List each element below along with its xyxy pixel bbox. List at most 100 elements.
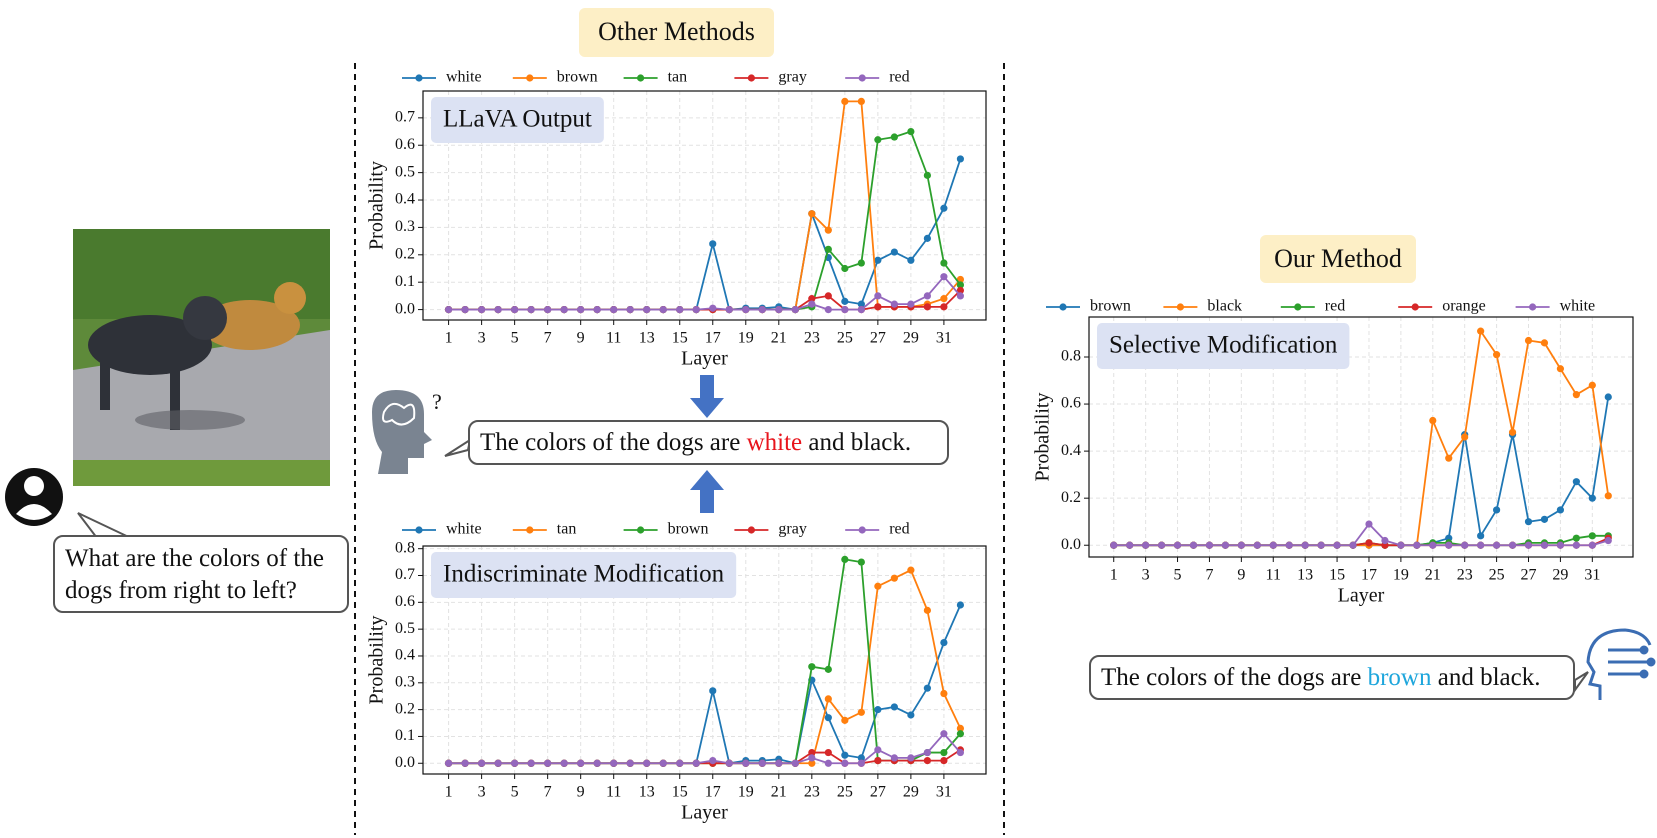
point (1397, 541, 1405, 549)
legend-marker (415, 74, 423, 82)
x-tick-label: 25 (1489, 567, 1505, 584)
response-text: The colors of the dogs are (480, 429, 747, 456)
point (923, 303, 931, 311)
point (1429, 541, 1437, 549)
legend-label: white (1560, 298, 1596, 315)
x-tick-label: 15 (1329, 567, 1345, 584)
y-axis-label: Probability (366, 616, 388, 705)
point (923, 684, 931, 692)
chart-title: LLaVA Output (443, 106, 592, 133)
point (841, 297, 849, 305)
point (709, 687, 717, 695)
point (940, 259, 948, 267)
point (1461, 541, 1469, 549)
x-tick-label: 5 (1174, 567, 1182, 584)
legend-marker (526, 74, 534, 82)
legend-marker (747, 526, 756, 534)
y-axis-label: Probability (1032, 393, 1054, 482)
x-tick-label: 29 (903, 784, 919, 801)
point (511, 305, 519, 314)
x-tick-label: 17 (1361, 567, 1377, 584)
user-icon (5, 468, 63, 526)
point (1508, 541, 1517, 549)
point (956, 601, 965, 609)
point (758, 759, 766, 767)
point (676, 305, 684, 314)
point (874, 756, 882, 765)
x-tick-label: 7 (544, 784, 552, 801)
point (956, 292, 965, 300)
point (643, 759, 651, 767)
point (1540, 541, 1549, 549)
x-tick-label: 13 (1297, 567, 1313, 584)
x-tick-label: 9 (1237, 567, 1245, 584)
x-tick-label: 15 (672, 330, 688, 347)
point (940, 295, 948, 303)
point (874, 303, 882, 311)
point (907, 127, 915, 136)
y-tick-label: 0.8 (1061, 348, 1081, 365)
point (659, 759, 667, 767)
legend-marker (858, 74, 866, 82)
point (692, 759, 700, 767)
x-tick-label: 7 (1205, 567, 1213, 584)
legend-label: brown (557, 69, 598, 86)
y-tick-label: 0.5 (395, 620, 415, 637)
point (1477, 541, 1485, 549)
x-tick-label: 27 (870, 784, 886, 801)
legend-marker (1411, 303, 1419, 311)
x-tick-label: 31 (936, 330, 952, 347)
point (527, 305, 535, 314)
point (1556, 541, 1565, 549)
point (1588, 494, 1596, 502)
response-text: The colors of the dogs are (1101, 664, 1368, 691)
point (676, 759, 684, 767)
y-tick-label: 0.3 (395, 218, 415, 235)
point (1508, 428, 1517, 436)
point (940, 303, 948, 311)
point (1493, 506, 1501, 514)
point (1445, 541, 1453, 549)
point (808, 300, 816, 308)
x-tick-label: 27 (1521, 567, 1537, 584)
point (1572, 534, 1580, 542)
point (1524, 518, 1533, 526)
point (1317, 541, 1325, 549)
point (907, 256, 915, 264)
point (709, 240, 717, 248)
point (874, 292, 882, 300)
legend-label: tan (557, 521, 577, 538)
point (857, 708, 865, 716)
point (791, 305, 799, 314)
point (478, 759, 486, 767)
point (775, 759, 783, 767)
point (956, 286, 965, 295)
x-tick-label: 5 (511, 330, 519, 347)
confused-head-icon: ? (372, 389, 442, 474)
legend-marker (526, 526, 534, 534)
legend-label: white (446, 521, 482, 538)
point (956, 281, 965, 289)
point (940, 748, 948, 757)
point (626, 759, 634, 767)
point (824, 665, 832, 673)
x-axis-label: Layer (1338, 585, 1385, 607)
point (709, 304, 717, 312)
axes-frame (422, 545, 987, 775)
x-tick-label: 17 (705, 784, 721, 801)
x-tick-label: 9 (577, 784, 585, 801)
point (841, 555, 849, 564)
point (857, 305, 865, 314)
point (1556, 506, 1565, 514)
point (1110, 541, 1118, 549)
point (1477, 532, 1485, 540)
point (907, 566, 915, 574)
point (841, 305, 849, 314)
x-tick-label: 31 (1584, 567, 1600, 584)
point (841, 264, 849, 273)
x-tick-label: 21 (771, 330, 787, 347)
legend-label: white (446, 69, 482, 86)
response-text: and black. (802, 429, 912, 456)
y-tick-label: 0.4 (395, 191, 415, 208)
y-tick-label: 0.6 (1061, 395, 1081, 412)
